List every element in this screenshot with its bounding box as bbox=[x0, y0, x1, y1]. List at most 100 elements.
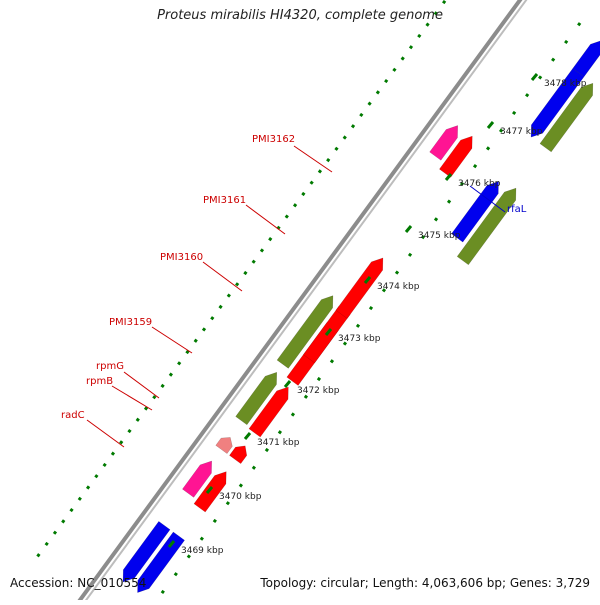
reverse-cds-arrow bbox=[530, 68, 585, 138]
gene-label-pmi3159: PMI3159 bbox=[109, 317, 152, 328]
backbone-line bbox=[81, 0, 528, 605]
tick-mark bbox=[420, 234, 426, 240]
tick-mark bbox=[102, 462, 107, 468]
tick-mark bbox=[342, 135, 347, 140]
tick-mark bbox=[201, 327, 207, 332]
tick-mark bbox=[199, 536, 204, 541]
scale-label: 3472 kbp bbox=[297, 386, 340, 396]
tick-mark bbox=[61, 519, 66, 524]
reverse-cds-arrow bbox=[451, 181, 499, 243]
scale-tick bbox=[324, 328, 333, 336]
tick-mark bbox=[168, 372, 173, 377]
scale-tick bbox=[530, 73, 539, 81]
rrna-arrow bbox=[215, 437, 233, 454]
tick-mark bbox=[218, 304, 223, 309]
gene-arrow bbox=[539, 82, 594, 153]
tick-mark bbox=[525, 93, 530, 98]
accession-text: Accession: NC_010554 bbox=[10, 576, 147, 590]
gene-arrow bbox=[182, 460, 212, 498]
tick-mark bbox=[329, 359, 335, 364]
scale-label: 3475 kbp bbox=[418, 231, 461, 241]
reverse-cds-arrow bbox=[122, 521, 171, 583]
scale-label: 3474 kbp bbox=[377, 282, 420, 292]
tick-mark bbox=[225, 501, 230, 506]
feature-track bbox=[122, 40, 600, 593]
tick-mark bbox=[243, 270, 248, 276]
scale-tick bbox=[205, 486, 214, 494]
tick-mark bbox=[512, 110, 517, 116]
tick-mark bbox=[350, 124, 356, 129]
label-leader-line bbox=[202, 261, 243, 292]
tick-mark bbox=[407, 252, 413, 257]
forward-cds-arrow bbox=[193, 471, 227, 513]
tick-mark bbox=[381, 288, 387, 293]
tick-mark bbox=[77, 496, 82, 501]
outer-tick-track bbox=[36, 0, 447, 558]
tick-mark bbox=[264, 447, 270, 453]
tick-mark bbox=[160, 383, 165, 388]
tick-mark bbox=[152, 395, 157, 400]
tick-mark bbox=[268, 237, 273, 242]
tick-mark bbox=[143, 406, 149, 411]
map-title: Proteus mirabilis HI4320, complete genom… bbox=[157, 8, 443, 23]
tick-mark bbox=[238, 483, 243, 488]
genome-summary-text: Topology: circular; Length: 4,063,606 bp… bbox=[260, 576, 590, 590]
tick-mark bbox=[317, 169, 323, 174]
inner-tick-track bbox=[160, 22, 582, 595]
label-layer: 3469 kbp 3470 kbp 3471 kbp 3472 kbp 3473 kbp… bbox=[61, 73, 587, 556]
reverse-cds-arrow bbox=[572, 40, 600, 78]
tick-mark bbox=[433, 11, 438, 16]
scale-label: 3478 kbp bbox=[544, 79, 587, 89]
gene-label-rpmg: rpmG bbox=[96, 361, 124, 372]
tick-mark bbox=[392, 67, 397, 72]
tick-mark bbox=[459, 181, 465, 186]
label-leader-line bbox=[111, 385, 153, 411]
tick-mark bbox=[499, 128, 504, 133]
scale-tick bbox=[283, 380, 292, 388]
label-leader-line bbox=[151, 326, 193, 354]
tick-mark bbox=[251, 465, 256, 470]
scale-label: 3470 kbp bbox=[219, 492, 262, 502]
tick-mark bbox=[284, 214, 289, 219]
tick-mark bbox=[425, 22, 430, 27]
tick-mark bbox=[94, 474, 99, 479]
tick-mark bbox=[235, 282, 240, 287]
scale-tick bbox=[486, 121, 495, 129]
forward-cds-arrow bbox=[229, 445, 248, 465]
tick-mark bbox=[52, 530, 58, 535]
scale-label: 3477 kbp bbox=[500, 127, 543, 137]
tick-mark bbox=[309, 180, 314, 185]
tick-mark bbox=[394, 270, 400, 275]
tick-mark bbox=[485, 146, 491, 151]
tick-mark bbox=[577, 22, 582, 27]
scale-label: 3473 kbp bbox=[338, 334, 381, 344]
tick-mark bbox=[384, 78, 389, 84]
gene-label-radc: radC bbox=[61, 410, 85, 421]
gene-arrow bbox=[456, 187, 517, 266]
label-leader-line bbox=[469, 185, 506, 213]
tick-mark bbox=[185, 349, 190, 355]
tick-mark bbox=[193, 338, 198, 343]
tick-mark bbox=[433, 217, 439, 222]
tick-mark bbox=[442, 0, 447, 5]
label-leader-line bbox=[123, 371, 160, 399]
scale-label: 3469 kbp bbox=[181, 546, 224, 556]
tick-mark bbox=[251, 259, 256, 264]
tick-mark bbox=[186, 554, 191, 559]
label-leader-line bbox=[245, 204, 286, 235]
tick-mark bbox=[417, 33, 422, 39]
tick-mark bbox=[259, 248, 265, 253]
tick-mark bbox=[368, 305, 374, 311]
tick-mark bbox=[85, 485, 91, 490]
tick-mark bbox=[367, 101, 372, 106]
scale-label: 3476 kbp bbox=[458, 179, 501, 189]
tick-mark bbox=[359, 112, 364, 118]
tick-mark bbox=[326, 158, 331, 163]
label-leader-line bbox=[293, 145, 333, 173]
tick-mark bbox=[119, 440, 124, 445]
gene-label-rfal: rfaL bbox=[507, 204, 527, 215]
tick-mark bbox=[110, 451, 116, 456]
gene-label-pmi3162: PMI3162 bbox=[252, 134, 295, 145]
gene-arrow bbox=[429, 125, 458, 161]
